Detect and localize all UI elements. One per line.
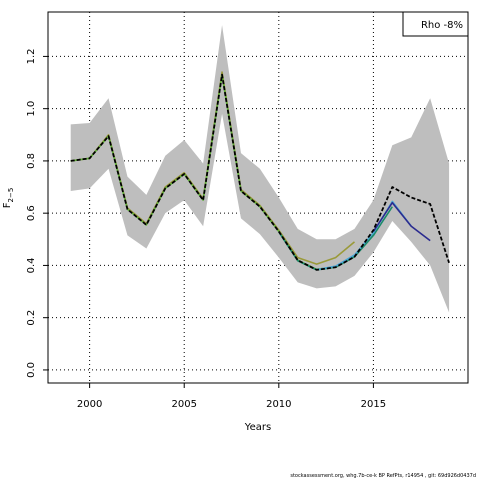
y-axis-title-subscript: 2−5 [7, 188, 15, 203]
series-line-6 [70, 73, 450, 271]
y-tick-label: 0.6 [26, 205, 37, 221]
x-axis-title: Years [244, 422, 271, 433]
series-line-5 [372, 201, 431, 242]
series-layer [70, 71, 450, 271]
y-tick-label: 0.4 [26, 257, 37, 273]
y-tick-label: 1.0 [26, 101, 37, 117]
x-tick-label: 2005 [171, 399, 196, 410]
y-tick-label: 0.8 [26, 153, 37, 169]
x-tick-label: 2000 [77, 399, 102, 410]
x-tick-label: 2015 [361, 399, 386, 410]
y-tick-label: 0.0 [26, 362, 37, 378]
footer-credit: stockassessment.org, whg.7b-ce-k BP RefP… [290, 473, 476, 479]
confidence-band [70, 25, 450, 313]
x-tick-label: 2010 [266, 399, 291, 410]
svg-text:F2−5: F2−5 [2, 188, 15, 209]
legend-box [402, 11, 469, 37]
y-axis-title: F2−5 [2, 188, 15, 209]
y-tick-label: 0.2 [26, 310, 37, 326]
confidence-band-layer [70, 25, 450, 313]
legend: Rho -8% [402, 11, 469, 37]
axes-layer: 2000 2005 2010 2015 0.0 0.2 0.4 0.6 0.8 1.0 1.2 [26, 11, 469, 410]
y-axis-title-main: F [2, 202, 13, 208]
y-tick-label: 1.2 [26, 48, 37, 64]
plot-border [47, 11, 469, 384]
legend-label: Rho -8% [421, 20, 463, 31]
